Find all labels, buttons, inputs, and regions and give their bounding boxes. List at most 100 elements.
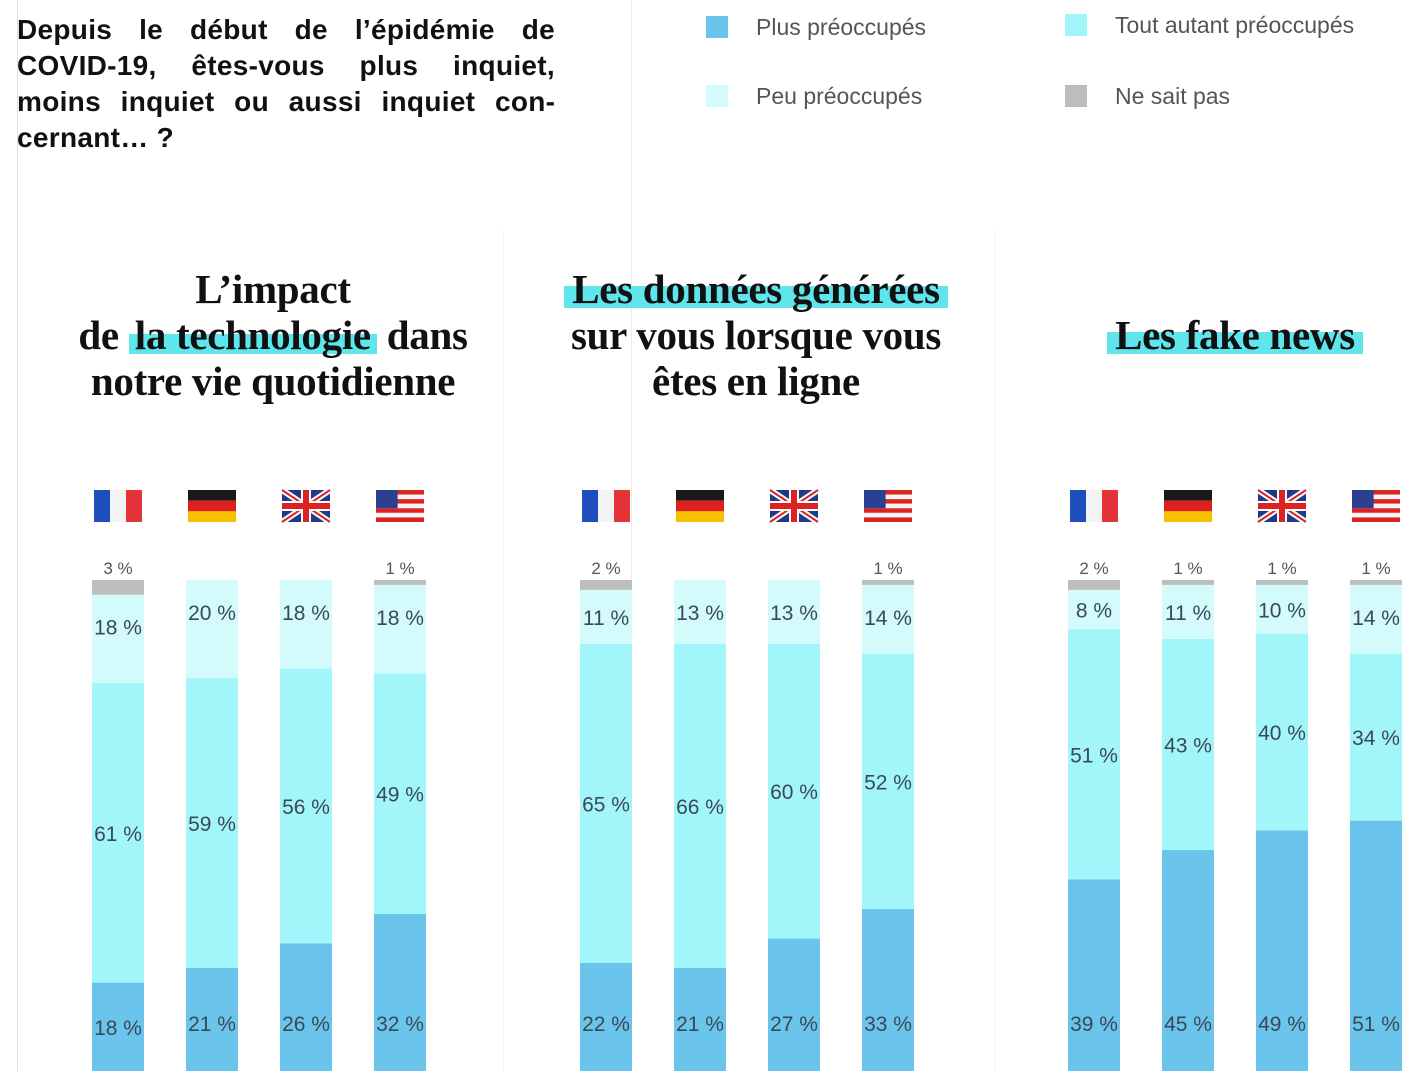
bar-segment (92, 580, 144, 595)
legend-swatch (706, 16, 728, 38)
left-border (17, 0, 18, 1071)
data-label: 61 % (94, 823, 142, 846)
flag-usa-icon (376, 490, 424, 522)
title-highlight: la technologie (128, 312, 377, 358)
bar-segment (674, 580, 726, 644)
data-label: 10 % (1258, 599, 1306, 622)
data-label: 18 % (376, 607, 424, 630)
bar-segment (1350, 653, 1402, 821)
data-label: 1 % (385, 559, 414, 578)
flag-france-icon (1070, 490, 1118, 522)
data-label: 45 % (1164, 1013, 1212, 1036)
data-label: 18 % (282, 602, 330, 625)
bar-segment (768, 643, 820, 939)
data-label: 20 % (188, 602, 236, 625)
bar-segment (1068, 589, 1120, 630)
data-label: 14 % (864, 607, 912, 630)
flag-germany-icon (1164, 490, 1212, 522)
bar-segment (1068, 629, 1120, 880)
data-label: 2 % (591, 559, 620, 578)
title-line: notre vie quotidienne (90, 358, 456, 404)
bar-segment (1162, 850, 1214, 1071)
legend-swatch (1065, 14, 1087, 36)
data-label: 56 % (282, 796, 330, 819)
data-label: 21 % (676, 1013, 724, 1036)
data-label: 49 % (376, 784, 424, 807)
title-highlight: Les fake news (1107, 312, 1363, 358)
data-label: 52 % (864, 771, 912, 794)
bar-segment (374, 584, 426, 674)
data-label: 40 % (1258, 722, 1306, 745)
data-label: 1 % (1173, 559, 1202, 578)
legend-label: Tout autant préoccupés (1115, 11, 1355, 38)
center-divider (631, 0, 632, 1071)
data-label: 27 % (770, 1013, 818, 1036)
title-line: dans (376, 312, 468, 358)
bar-segment (768, 938, 820, 1071)
data-label: 32 % (376, 1013, 424, 1036)
legend-label: Peu préoccupés (756, 82, 923, 109)
data-label: 22 % (582, 1013, 630, 1036)
data-label: 2 % (1079, 559, 1108, 578)
data-label: 18 % (94, 1017, 142, 1040)
data-label: 11 % (1165, 602, 1211, 625)
data-label: 43 % (1164, 734, 1212, 757)
bar-segment (862, 584, 914, 654)
bar-segment (92, 982, 144, 1071)
data-label: 1 % (1361, 559, 1390, 578)
flag-uk-icon (1256, 487, 1308, 525)
flag-usa-icon (1352, 490, 1400, 522)
data-label: 65 % (582, 793, 630, 816)
data-label: 11 % (583, 607, 629, 630)
legend-label: Ne sait pas (1115, 82, 1231, 109)
bar-segment (1068, 879, 1120, 1071)
data-label: 1 % (1267, 559, 1296, 578)
data-label: 18 % (94, 617, 142, 640)
panel-title-technologie: L’impact de la technologie dans notre vi… (30, 266, 516, 404)
data-label: 8 % (1076, 599, 1112, 622)
data-label: 39 % (1070, 1013, 1118, 1036)
bar-segment (1350, 580, 1402, 585)
data-label: 13 % (770, 602, 818, 625)
title-line: sur vous lorsque vous (570, 312, 942, 358)
title-line: L’impact (195, 266, 351, 312)
bar-segment (186, 967, 238, 1071)
legend-item-peu: Peu préoccupés (706, 81, 922, 111)
bar-segment (280, 668, 332, 944)
bar-segment (92, 594, 144, 684)
bar-segment (186, 678, 238, 968)
bar-segment (1162, 584, 1214, 639)
bar-segment (580, 580, 632, 590)
legend-item-ne-sait-pas: Ne sait pas (1065, 81, 1230, 111)
panel-separator (995, 230, 996, 1071)
data-label: 14 % (1352, 607, 1400, 630)
data-label: 3 % (103, 559, 132, 578)
bar-segment (1350, 820, 1402, 1071)
bar-segment (1068, 580, 1120, 590)
legend-swatch (1065, 85, 1087, 107)
data-label: 1 % (873, 559, 902, 578)
legend-label: Plus préoccupés (756, 13, 927, 40)
title-highlight: Les données générées (564, 266, 948, 312)
data-label: 66 % (676, 796, 724, 819)
bar-segment (92, 683, 144, 983)
legend-item-plus: Plus préoccupés (706, 12, 926, 42)
bar-segment (374, 913, 426, 1071)
bar-segment (1162, 580, 1214, 585)
flag-france-icon (582, 490, 630, 522)
bar-segment (1162, 638, 1214, 851)
bar-segment (580, 589, 632, 644)
panel-title-fake-news: Les fake news (1040, 312, 1424, 358)
title-line: êtes en ligne (652, 358, 860, 404)
data-label: 34 % (1352, 727, 1400, 750)
data-label: 13 % (676, 602, 724, 625)
bar-segment (186, 580, 238, 679)
legend-swatch (706, 85, 728, 107)
flag-france-icon (94, 490, 142, 522)
bar-segment (862, 908, 914, 1071)
flag-usa-icon (864, 490, 912, 522)
data-label: 51 % (1352, 1013, 1400, 1036)
data-label: 33 % (864, 1013, 912, 1036)
title-line: de (78, 312, 129, 358)
